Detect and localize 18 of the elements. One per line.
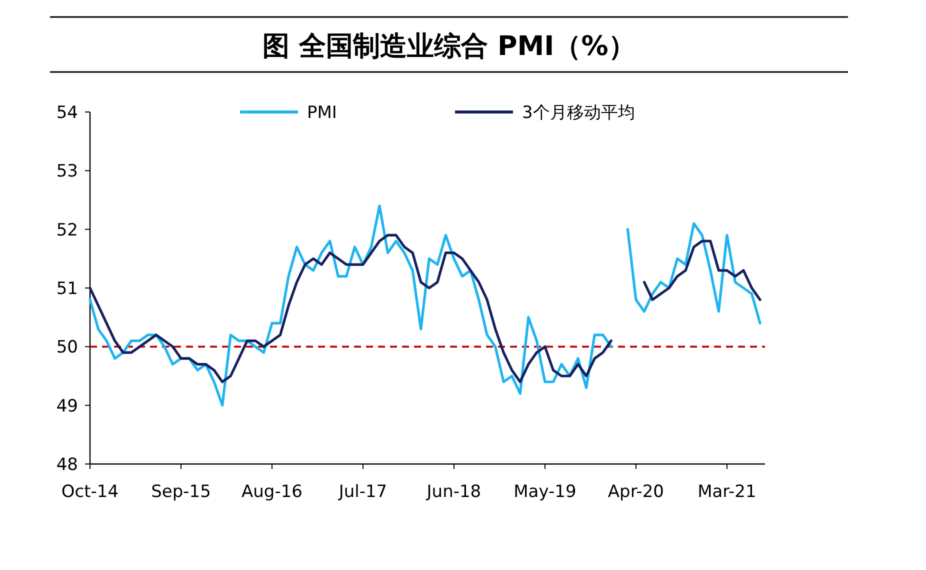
x-tick-label: May-19 bbox=[514, 482, 576, 502]
x-tick-label: Sep-15 bbox=[151, 482, 211, 502]
legend-label: 3个月移动平均 bbox=[522, 103, 635, 123]
x-tick-label: Aug-16 bbox=[242, 482, 302, 502]
x-tick-label: Apr-20 bbox=[608, 482, 664, 502]
y-tick-label: 48 bbox=[56, 455, 78, 475]
legend-label: PMI bbox=[307, 103, 337, 123]
x-tick-label: Oct-14 bbox=[61, 482, 119, 502]
y-tick-label: 54 bbox=[56, 103, 78, 123]
y-tick-label: 50 bbox=[56, 338, 78, 358]
y-tick-label: 49 bbox=[56, 396, 78, 416]
x-tick-label: Jul-17 bbox=[338, 482, 388, 502]
x-tick-label: Jun-18 bbox=[426, 482, 482, 502]
chart-title: 图 全国制造业综合 PMI（%） bbox=[262, 31, 636, 62]
x-tick-label: Mar-21 bbox=[698, 482, 756, 502]
y-tick-label: 53 bbox=[56, 162, 78, 182]
y-tick-label: 52 bbox=[56, 220, 78, 240]
y-tick-label: 51 bbox=[56, 279, 78, 299]
